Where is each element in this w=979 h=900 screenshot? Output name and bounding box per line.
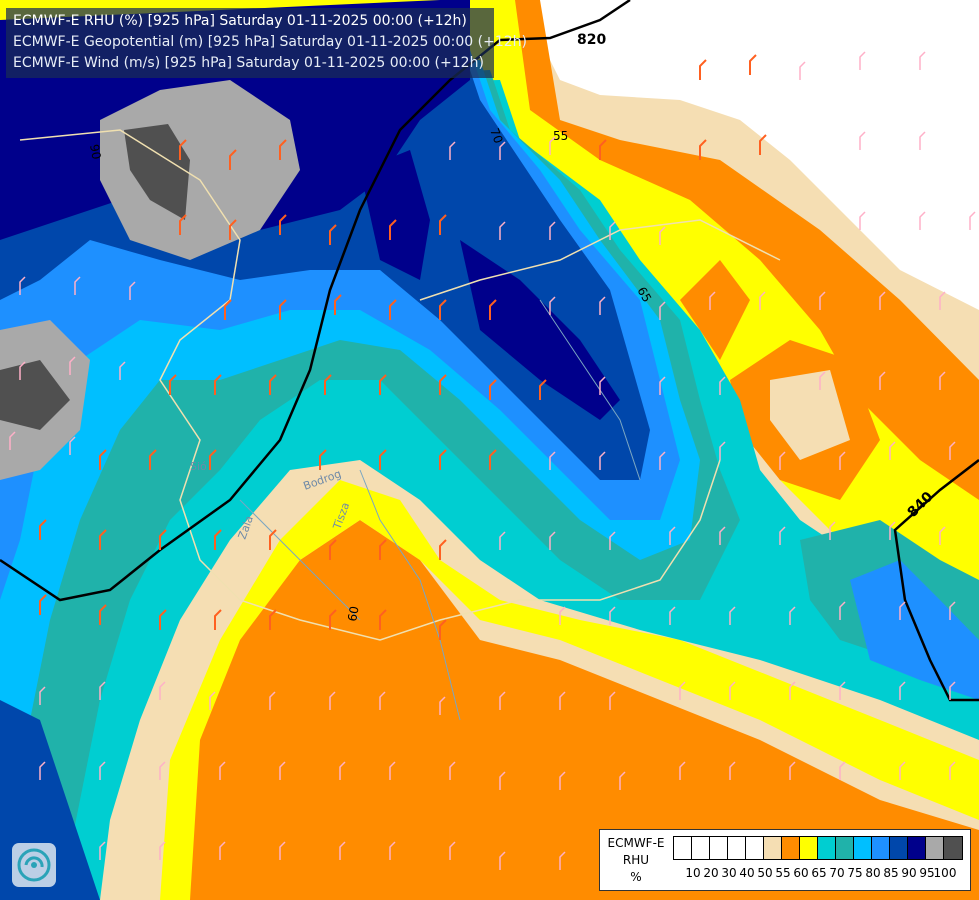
legend-swatch [692, 837, 710, 859]
rhu-fill-60-cell [680, 260, 750, 360]
legend-swatch [764, 837, 782, 859]
rhu-fill-max-blob [124, 124, 190, 220]
title-wind: ECMWF-E Wind (m/s) [925 hPa] Saturday 01… [13, 55, 484, 71]
rhu-fill-55-cell [770, 370, 850, 460]
legend-tick-label: 40 [739, 866, 755, 880]
legend-tick-label: 90 [901, 866, 917, 880]
legend-tick-label: 50 [757, 866, 773, 880]
legend-tick-label: 55 [775, 866, 791, 880]
legend-swatch [782, 837, 800, 859]
legend-tick-label: 60 [793, 866, 809, 880]
rhu-fill-max-west [0, 360, 70, 430]
legend-variable: RHU [622, 853, 650, 867]
legend-tick-label: 85 [883, 866, 899, 880]
river-label-sio: Sió [190, 460, 207, 473]
legend-swatch [890, 837, 908, 859]
legend-unit: % [630, 870, 642, 884]
legend-swatch [836, 837, 854, 859]
legend-swatch [674, 837, 692, 859]
legend-tick-label: 10 [685, 866, 701, 880]
contour-label-60: 60 [345, 605, 361, 622]
legend-ticks: 10 20 30 40 50 55 60 65 70 75 80 85 90 95 100 [673, 866, 979, 880]
title-geopotential: ECMWF-E Geopotential (m) [925 hPa] Satur… [13, 34, 528, 50]
rhu-fill-95-center [460, 240, 620, 420]
river-line [359, 469, 461, 721]
legend-tick-label: 95 [919, 866, 935, 880]
legend-swatch [926, 837, 944, 859]
legend-swatches [673, 836, 963, 860]
legend-swatch [944, 837, 962, 859]
title-panel: ECMWF-E RHU (%) [925 hPa] Saturday 01-11… [6, 8, 527, 78]
rhu-fill-dry [520, 0, 979, 310]
legend-swatch [710, 837, 728, 859]
rhu-fill-80-east [850, 560, 979, 700]
legend-tick-label: 65 [811, 866, 827, 880]
legend-swatch [818, 837, 836, 859]
title-rhu: ECMWF-E RHU (%) [925 hPa] Saturday 01-11… [13, 13, 467, 29]
river-line-2 [239, 499, 361, 621]
rhu-fill-100-blob [100, 80, 300, 260]
geopotential-contour-820 [0, 0, 631, 602]
rhu-fill-95-north [360, 150, 430, 280]
legend-tick-label: 80 [865, 866, 881, 880]
contour-label-65: 65 [634, 285, 654, 305]
legend-swatch [908, 837, 926, 859]
border-line [19, 129, 721, 641]
legend-swatch [746, 837, 764, 859]
contour-label-70: 70 [487, 126, 505, 145]
contour-label-90: 90 [87, 143, 103, 160]
legend-tick-label: 30 [721, 866, 737, 880]
legend-swatch [854, 837, 872, 859]
contour-label-820: 820 [577, 32, 606, 48]
border-line-north [419, 219, 781, 301]
legend-swatch [800, 837, 818, 859]
legend-tick-label: 70 [829, 866, 845, 880]
legend-model: ECMWF-E [607, 836, 665, 850]
legend-swatch [872, 837, 890, 859]
legend-swatch [728, 837, 746, 859]
color-legend: ECMWF-E RHU % 10 20 30 40 50 55 60 65 70 75 80 85 90… [599, 829, 971, 891]
legend-tick-label: 20 [703, 866, 719, 880]
legend-tick-label: 100 [933, 866, 957, 880]
contour-label-55: 55 [553, 129, 568, 143]
legend-tick-label: 75 [847, 866, 863, 880]
swirl-icon [17, 848, 51, 882]
ecmwf-logo [12, 843, 56, 887]
